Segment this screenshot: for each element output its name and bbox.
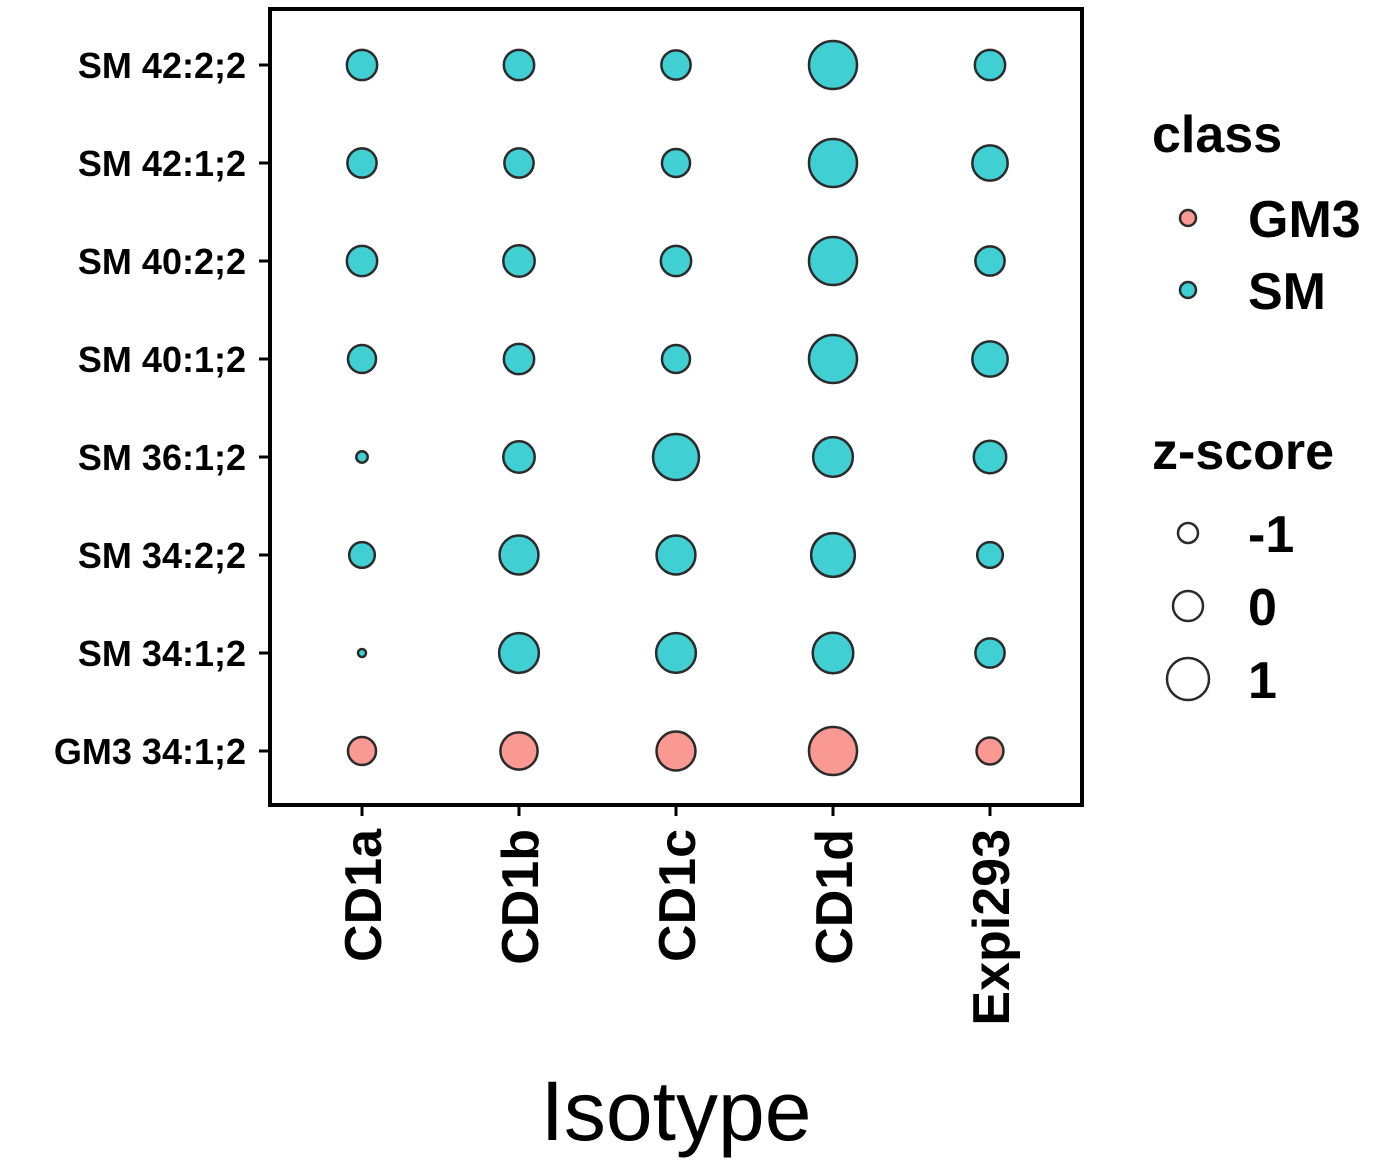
data-point bbox=[356, 647, 368, 659]
data-point bbox=[502, 48, 536, 82]
data-point bbox=[497, 631, 541, 675]
data-point bbox=[355, 450, 369, 464]
y-tick-label: SM 42:2;2 bbox=[78, 45, 246, 86]
data-point bbox=[972, 439, 1008, 475]
data-point bbox=[499, 731, 539, 771]
data-point bbox=[971, 144, 1009, 182]
legend-size-key bbox=[1176, 521, 1200, 545]
y-axis-tick-labels: SM 42:2;2 SM 42:1;2 SM 40:2;2 SM 40:1;2 SM 3… bbox=[54, 45, 246, 772]
data-point bbox=[498, 534, 540, 576]
legend-class-label: GM3 bbox=[1248, 191, 1361, 249]
data-point bbox=[659, 244, 693, 278]
legend-size-key bbox=[1165, 656, 1211, 702]
y-tick-label: SM 40:1;2 bbox=[78, 339, 246, 380]
data-point bbox=[807, 235, 859, 287]
data-point bbox=[346, 147, 378, 179]
data-point bbox=[811, 435, 855, 479]
x-axis-tick-labels: CD1a CD1b CD1c CD1d Expi293 bbox=[335, 828, 1021, 1026]
x-axis-ticks bbox=[360, 805, 992, 816]
legend-class-key bbox=[1178, 208, 1198, 228]
data-point bbox=[975, 540, 1005, 570]
y-axis-ticks bbox=[259, 63, 270, 753]
data-point bbox=[807, 333, 859, 385]
data-point bbox=[973, 48, 1007, 82]
data-point bbox=[502, 244, 536, 278]
data-point bbox=[975, 736, 1005, 766]
data-point bbox=[503, 147, 535, 179]
data-point bbox=[346, 735, 378, 767]
data-point bbox=[974, 637, 1006, 669]
data-point bbox=[347, 540, 377, 570]
data-points bbox=[345, 39, 1009, 777]
legend-size-label: 1 bbox=[1248, 652, 1277, 710]
data-point bbox=[655, 534, 697, 576]
legend-class-key bbox=[1178, 280, 1198, 300]
x-tick-label: CD1b bbox=[492, 829, 550, 965]
data-point bbox=[811, 631, 855, 675]
data-point bbox=[807, 137, 859, 189]
legend-class-label: SM bbox=[1248, 263, 1326, 321]
legend-size-key bbox=[1171, 589, 1205, 623]
data-point bbox=[345, 244, 379, 278]
data-point bbox=[807, 725, 859, 777]
y-tick-label: SM 40:2;2 bbox=[78, 241, 246, 282]
legend-size-title: z-score bbox=[1152, 423, 1334, 481]
data-point bbox=[655, 730, 697, 772]
data-point bbox=[974, 245, 1006, 277]
x-tick-label: CD1c bbox=[649, 829, 707, 962]
y-tick-label: SM 34:2;2 bbox=[78, 535, 246, 576]
y-tick-label: SM 42:1;2 bbox=[78, 143, 246, 184]
data-point bbox=[660, 49, 692, 81]
data-point bbox=[807, 39, 859, 91]
data-point bbox=[651, 432, 701, 482]
data-point bbox=[345, 48, 379, 82]
legend-size-label: 0 bbox=[1248, 579, 1277, 637]
data-point bbox=[346, 343, 378, 375]
legend-size-items: -1 0 1 bbox=[1165, 506, 1294, 710]
data-point bbox=[809, 531, 857, 579]
legend-class-title: class bbox=[1152, 106, 1282, 164]
y-tick-label: SM 36:1;2 bbox=[78, 437, 246, 478]
legend-size-label: -1 bbox=[1248, 506, 1294, 564]
y-tick-label: SM 34:1;2 bbox=[78, 633, 246, 674]
x-tick-label: Expi293 bbox=[963, 829, 1021, 1026]
data-point bbox=[502, 342, 536, 376]
y-tick-label: GM3 34:1;2 bbox=[54, 731, 246, 772]
plot-panel bbox=[268, 7, 1084, 807]
x-axis-title: Isotype bbox=[541, 1064, 812, 1158]
data-point bbox=[654, 631, 698, 675]
data-point bbox=[971, 340, 1009, 378]
legend: class GM3 SM z-score -1 0 1 bbox=[1152, 106, 1361, 710]
x-tick-label: CD1a bbox=[335, 828, 393, 962]
data-point bbox=[660, 147, 692, 179]
data-point bbox=[660, 343, 692, 375]
x-tick-label: CD1d bbox=[806, 829, 864, 965]
data-point bbox=[502, 440, 536, 474]
legend-class-items: GM3 SM bbox=[1178, 191, 1361, 321]
